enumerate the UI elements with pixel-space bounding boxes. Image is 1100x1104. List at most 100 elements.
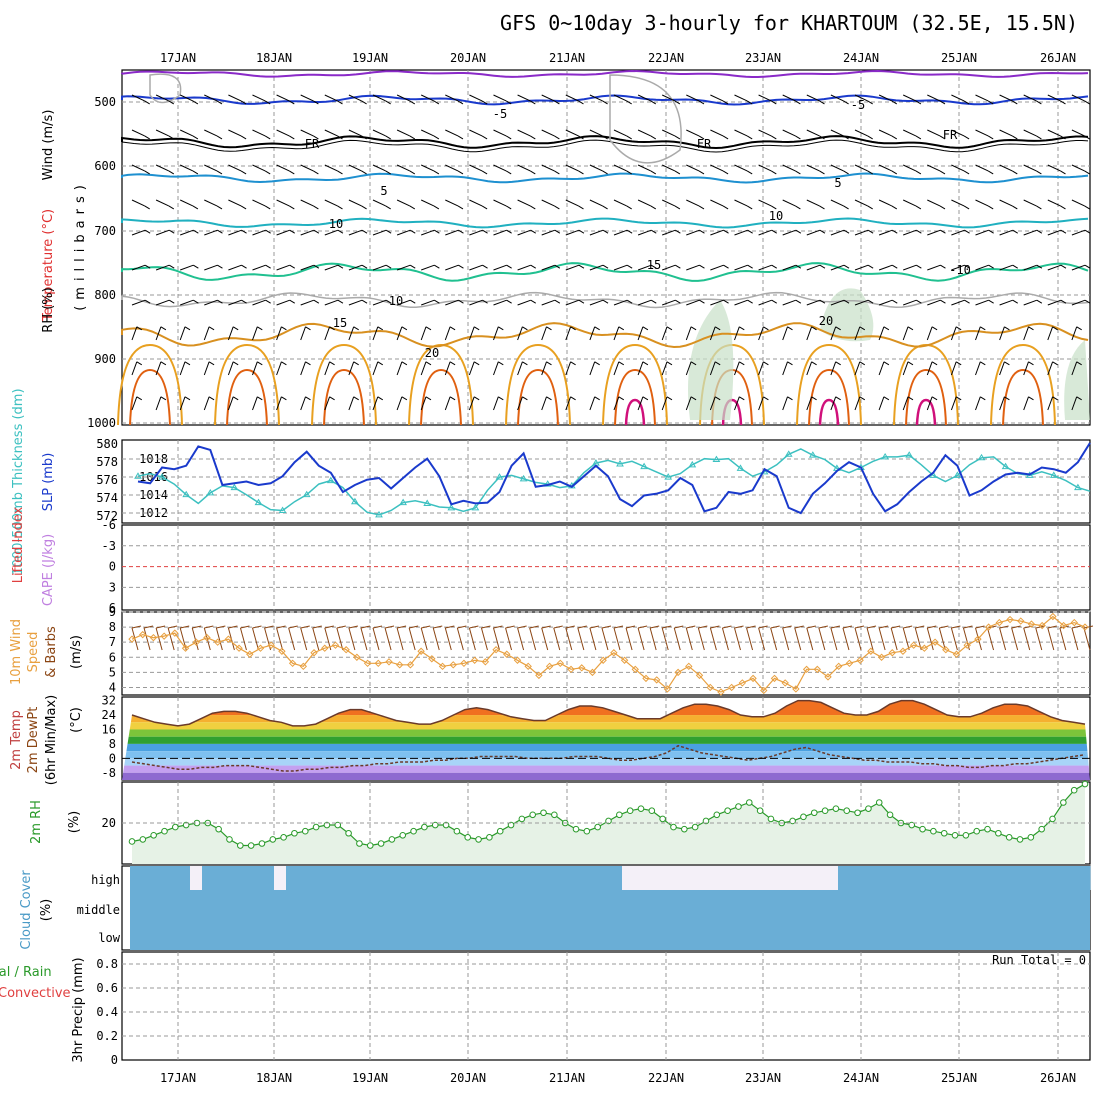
wind-barb-flag	[964, 299, 970, 304]
wind-barb	[806, 164, 820, 172]
rh-point	[681, 825, 688, 833]
wind-barb-flag	[240, 170, 247, 175]
wind-barb-flag	[891, 205, 898, 210]
wind-barb-flag	[843, 100, 849, 105]
wind-barb	[975, 361, 981, 376]
wind-barb-flag	[144, 205, 150, 210]
day-label-bottom: 17JAN	[160, 1071, 196, 1085]
cloud-high-cell	[874, 866, 887, 890]
wind-barb-flag	[337, 135, 343, 140]
wind-barb-flag	[433, 170, 440, 175]
wind-barb-flag	[506, 229, 512, 234]
wind10-barb-flag	[565, 625, 575, 629]
wind10-barb	[950, 627, 958, 651]
wind-barb	[878, 326, 885, 341]
wind-barb-flag	[1012, 135, 1018, 140]
wind-barb-flag	[835, 396, 841, 401]
wind-barb-flag	[554, 299, 561, 304]
wind-barb-flag	[458, 229, 464, 234]
wind-barb-flag	[1036, 205, 1042, 210]
wind-barb-flag	[666, 326, 673, 331]
wind-barb-flag	[1084, 299, 1091, 304]
wind-barb	[252, 326, 258, 341]
thickness-point	[712, 455, 721, 463]
wind-barb-flag	[771, 229, 778, 234]
wind10-point	[942, 646, 950, 654]
wind10-barb-flag	[746, 625, 756, 629]
ylabel-slp: SLP (mb)	[41, 453, 56, 512]
cloud-high-cell	[610, 866, 623, 890]
wind10-point	[1038, 621, 1046, 630]
wind-barb-flag	[699, 229, 705, 234]
wind-barb-flag	[578, 100, 584, 105]
wind-barb-flag	[907, 361, 914, 366]
wind-barb-flag	[192, 100, 199, 105]
rh-point	[366, 842, 374, 849]
wind-barb	[1071, 164, 1085, 172]
wind-barb	[348, 361, 355, 376]
wind-barb	[926, 361, 933, 376]
thickness-point	[616, 459, 624, 467]
wind-barb	[782, 264, 797, 271]
wind-barb-flag	[578, 205, 584, 210]
wind10-barb-flag	[288, 625, 298, 629]
ylabel-2mtemp: 2m Temp	[9, 710, 24, 770]
wind-barb-flag	[618, 396, 625, 401]
wind10-point	[813, 665, 822, 674]
wind-barb-flag	[144, 170, 150, 175]
thickness-point	[158, 473, 166, 480]
wind10-point	[128, 635, 136, 643]
wind-barb-flag	[289, 100, 295, 105]
cloud-high-cell	[922, 866, 935, 890]
wind-barb-flag	[1004, 396, 1010, 401]
cloud-high-cell	[646, 866, 659, 890]
wind10-point	[524, 662, 532, 671]
wind-barb-flag	[570, 361, 576, 366]
thickness-tick: 574	[96, 491, 118, 505]
wind-barb	[227, 396, 234, 411]
wind-barb-flag	[1084, 264, 1091, 269]
thickness-point	[519, 474, 528, 482]
wind-barb	[179, 94, 194, 102]
temp-band	[122, 743, 1090, 752]
day-label-top: 20JAN	[450, 51, 486, 65]
wind10-point	[899, 647, 907, 655]
wind-barb	[204, 264, 218, 271]
wind-barb	[300, 326, 306, 341]
wind-barb	[975, 326, 981, 341]
rh-point	[421, 823, 428, 831]
wind10-barb-flag	[384, 625, 395, 629]
wind-barb-flag	[554, 100, 560, 105]
wind-barb-flag	[675, 264, 681, 269]
day-label-top: 24JAN	[843, 51, 879, 65]
wind-barb	[348, 129, 362, 137]
rh-point	[453, 827, 461, 835]
wind10-barb-flag	[180, 625, 190, 629]
wind10-barb-flag	[228, 625, 238, 629]
wind-barb-flag	[891, 170, 898, 175]
wind-barb-flag	[232, 326, 239, 331]
wind-barb	[806, 264, 821, 271]
wind10-barb	[746, 627, 754, 651]
rh-point	[431, 821, 439, 829]
temp-contour-20	[990, 343, 1056, 426]
wind-barb-flag	[642, 396, 649, 401]
wind-barb	[324, 229, 339, 236]
wind10-barb	[300, 627, 308, 651]
wind-barb	[1023, 199, 1037, 207]
wind10-point	[727, 683, 736, 692]
wind-barb-flag	[650, 100, 657, 105]
wind-barb	[372, 299, 387, 306]
wind-barb	[228, 129, 242, 137]
wind-barb	[541, 326, 547, 341]
wind-barb	[517, 94, 531, 102]
wind-barb	[517, 129, 531, 137]
wind-barb-flag	[401, 326, 408, 331]
wind-barb-flag	[746, 100, 753, 105]
wind-barb-flag	[867, 229, 874, 234]
wind-barb-flag	[675, 229, 681, 234]
wind-barb	[493, 396, 499, 411]
rh-point	[388, 836, 396, 843]
